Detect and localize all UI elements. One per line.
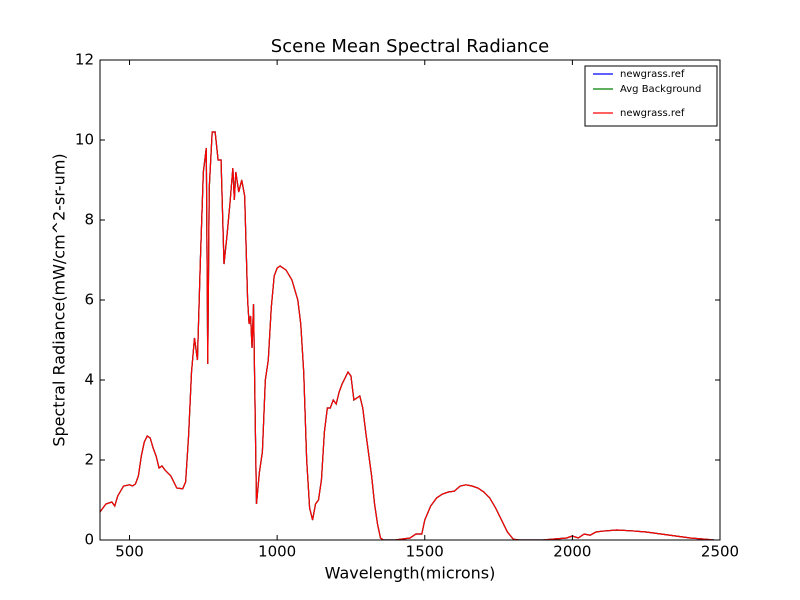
plot-area bbox=[100, 131, 715, 540]
series-line bbox=[100, 131, 715, 540]
legend-label: newgrass.ref bbox=[620, 69, 685, 80]
y-tick-label: 8 bbox=[84, 211, 94, 229]
legend-label: newgrass.ref bbox=[620, 108, 685, 119]
x-tick-label: 1000 bbox=[258, 543, 296, 561]
legend-box bbox=[584, 65, 718, 127]
x-axis-label: Wavelength(microns) bbox=[325, 564, 496, 583]
y-tick-label: 12 bbox=[75, 51, 94, 69]
x-tick-label: 2500 bbox=[701, 543, 739, 561]
x-tick-label: 500 bbox=[115, 543, 144, 561]
y-tick-label: 6 bbox=[84, 291, 94, 309]
y-tick-label: 10 bbox=[75, 131, 94, 149]
chart-title: Scene Mean Spectral Radiance bbox=[271, 36, 549, 57]
y-tick-label: 4 bbox=[84, 371, 94, 389]
x-tick-label: 2000 bbox=[553, 543, 591, 561]
y-tick-label: 2 bbox=[84, 451, 94, 469]
x-tick-label: 1500 bbox=[406, 543, 444, 561]
legend-label: Avg Background bbox=[620, 84, 701, 95]
y-axis-label: Spectral Radiance(mW/cm^2-sr-um) bbox=[50, 153, 69, 446]
y-tick-label: 0 bbox=[84, 531, 94, 549]
